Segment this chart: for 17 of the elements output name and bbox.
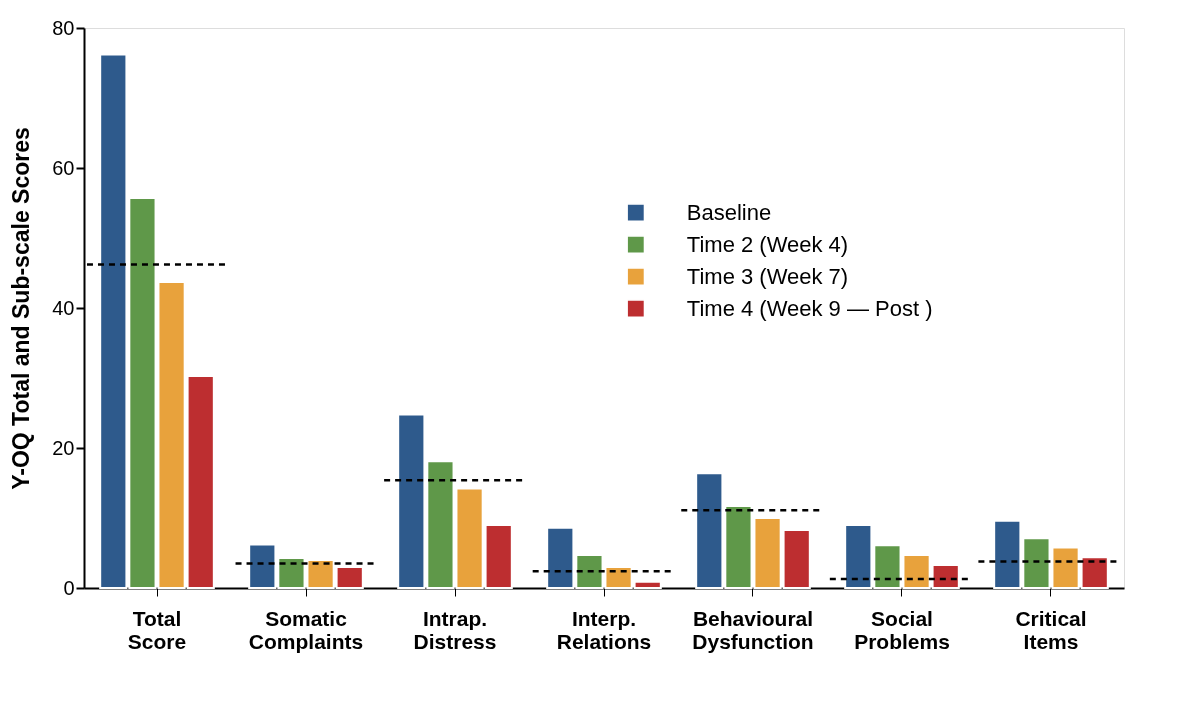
y-tick-label: 40 — [52, 296, 75, 319]
legend-label: Baseline — [686, 199, 772, 225]
x-tick-label: Intrap. Distress — [413, 606, 497, 653]
legend-label: Time 4 (Week 9 — Post ) — [686, 295, 933, 321]
y-tick-label: 60 — [52, 156, 75, 179]
x-tick-label: Interp. Relations — [556, 606, 652, 653]
y-tick-label: 80 — [52, 16, 75, 39]
legend-label: Time 3 (Week 7) — [686, 263, 849, 289]
y-tick-label: 0 — [63, 576, 75, 599]
legend-label: Time 2 (Week 4) — [686, 231, 849, 257]
x-tick-label: Social Problems — [854, 606, 950, 653]
x-tick-label: Total Score — [127, 606, 187, 653]
x-tick-label: Behavioural Dysfunction — [692, 606, 814, 653]
x-tick-label: Somatic Complaints — [248, 606, 364, 653]
x-tick-label: Critical Items — [1015, 606, 1087, 653]
y-axis-title: Y-OQ Total and Sub-scale Scores — [8, 127, 35, 490]
y-tick-label: 20 — [52, 436, 75, 459]
